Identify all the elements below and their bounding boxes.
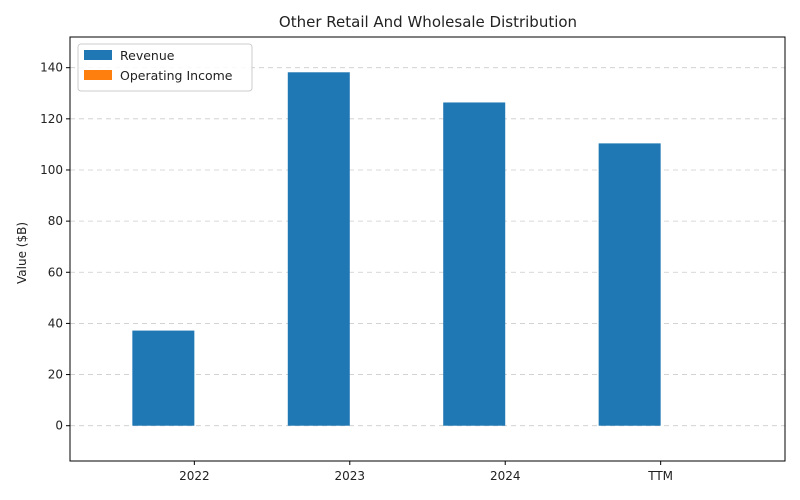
x-tick-label: 2023 [335, 469, 366, 483]
y-tick-label: 80 [48, 214, 63, 228]
x-tick-label: 2024 [490, 469, 521, 483]
chart-title: Other Retail And Wholesale Distribution [279, 13, 577, 31]
bar-revenue-ttm [598, 143, 661, 426]
y-tick-label: 20 [48, 368, 63, 382]
plot-frame [69, 36, 786, 462]
legend: Revenue Operating Income [77, 43, 253, 92]
x-tick-label: TTM [647, 469, 673, 483]
legend-label: Revenue [120, 48, 175, 63]
y-tick-label: 120 [40, 112, 63, 126]
y-tick-label: 140 [40, 61, 63, 75]
x-tick-label: 2022 [179, 469, 210, 483]
bar-revenue-2023 [287, 72, 350, 426]
y-tick-label: 40 [48, 316, 63, 330]
x-axis-ticks: 2022 2023 2024 TTM [179, 461, 673, 483]
bars [132, 72, 661, 426]
bar-revenue-2024 [443, 102, 506, 426]
legend-swatch [84, 50, 112, 60]
y-axis-label: Value ($B) [15, 222, 29, 284]
legend-swatch [84, 70, 112, 80]
y-axis-ticks: 0 20 40 60 80 100 120 140 [40, 61, 70, 433]
y-tick-label: 60 [48, 265, 63, 279]
legend-box [77, 43, 253, 92]
bar-revenue-2022 [132, 330, 195, 426]
legend-label: Operating Income [120, 68, 233, 83]
y-tick-label: 100 [40, 163, 63, 177]
y-tick-label: 0 [55, 419, 63, 433]
